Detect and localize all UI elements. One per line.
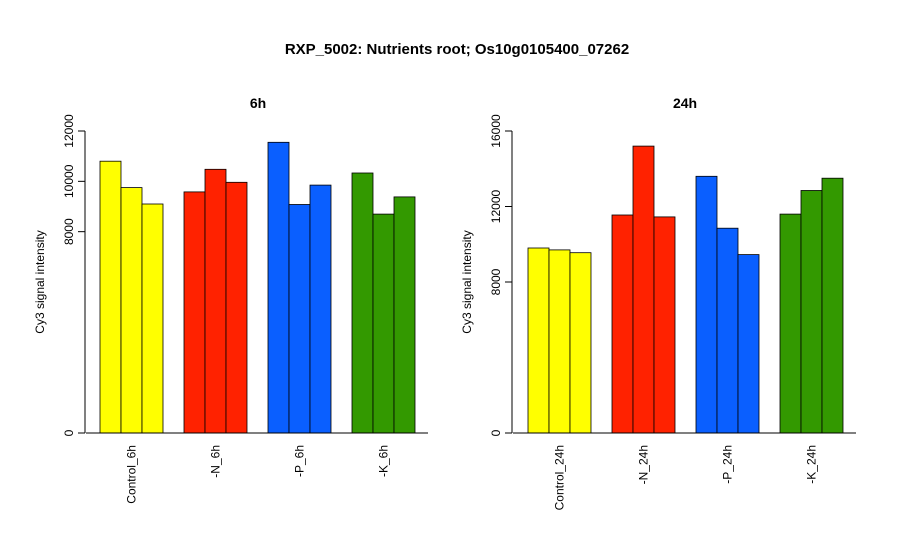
- bar-Control_6h-3: [141, 203, 164, 434]
- bar--K_24h-3: [821, 177, 844, 434]
- bar--K_24h-1: [779, 213, 802, 434]
- bar--N_6h-3: [225, 181, 248, 434]
- bar-Control_24h-2: [548, 249, 571, 434]
- bar--N_24h-1: [611, 214, 634, 434]
- y-tick-label-6h-0: 0: [62, 429, 76, 436]
- bar--N_6h-2: [204, 168, 227, 434]
- bar--P_6h-2: [288, 204, 311, 434]
- x-tick-label--K_24h: -K_24h: [805, 445, 819, 484]
- x-tick-label--N_24h: -N_24h: [637, 445, 651, 484]
- y-tick-label-24h-0: 0: [489, 429, 503, 436]
- bar--P_6h-3: [309, 184, 332, 434]
- bar-Control_6h-2: [120, 187, 143, 434]
- y-tick-label-24h-12000: 12000: [489, 189, 503, 223]
- bar--P_24h-3: [737, 254, 760, 434]
- bar-Control_24h-3: [569, 252, 592, 434]
- y-axis-label-24h: Cy3 signal intensity: [460, 230, 474, 333]
- bar--P_24h-1: [695, 175, 718, 434]
- figure-title: RXP_5002: Nutrients root; Os10g0105400_0…: [285, 41, 629, 58]
- x-tick-label-Control_24h: Control_24h: [553, 445, 567, 510]
- bar-Control_6h-1: [99, 160, 122, 434]
- chart-panel-24h: 24h Cy3 signal intensity 0 8000 12000 16000…: [460, 95, 856, 510]
- bar--K_6h-3: [393, 196, 416, 434]
- chart-panel-6h: 6h Cy3 signal intensity 0 8000 10000 12000 C…: [33, 95, 428, 504]
- y-tick-label-6h-12000: 12000: [62, 114, 76, 148]
- bar--P_24h-2: [716, 227, 739, 434]
- bar--K_6h-1: [351, 172, 374, 434]
- panel-title-6h: 6h: [250, 95, 266, 111]
- y-tick-label-24h-16000: 16000: [489, 114, 503, 148]
- y-tick-label-6h-10000: 10000: [62, 164, 76, 198]
- y-axis-label-6h: Cy3 signal intensity: [33, 230, 47, 333]
- bar-Control_24h-1: [527, 247, 550, 434]
- x-tick-label--N_6h: -N_6h: [209, 445, 223, 478]
- y-tick-label-6h-8000: 8000: [62, 218, 76, 245]
- bar--N_24h-3: [653, 216, 676, 434]
- bar--N_6h-1: [183, 191, 206, 434]
- y-tick-label-24h-8000: 8000: [489, 268, 503, 295]
- x-tick-label--P_24h: -P_24h: [721, 445, 735, 484]
- x-tick-label--K_6h: -K_6h: [377, 445, 391, 477]
- x-tick-label-Control_6h: Control_6h: [125, 445, 139, 504]
- x-tick-label--P_6h: -P_6h: [293, 445, 307, 477]
- bar--K_6h-2: [372, 213, 395, 434]
- bar--P_6h-1: [267, 141, 290, 434]
- bar--N_24h-2: [632, 145, 655, 434]
- bar--K_24h-2: [800, 190, 823, 434]
- panel-title-24h: 24h: [673, 95, 697, 111]
